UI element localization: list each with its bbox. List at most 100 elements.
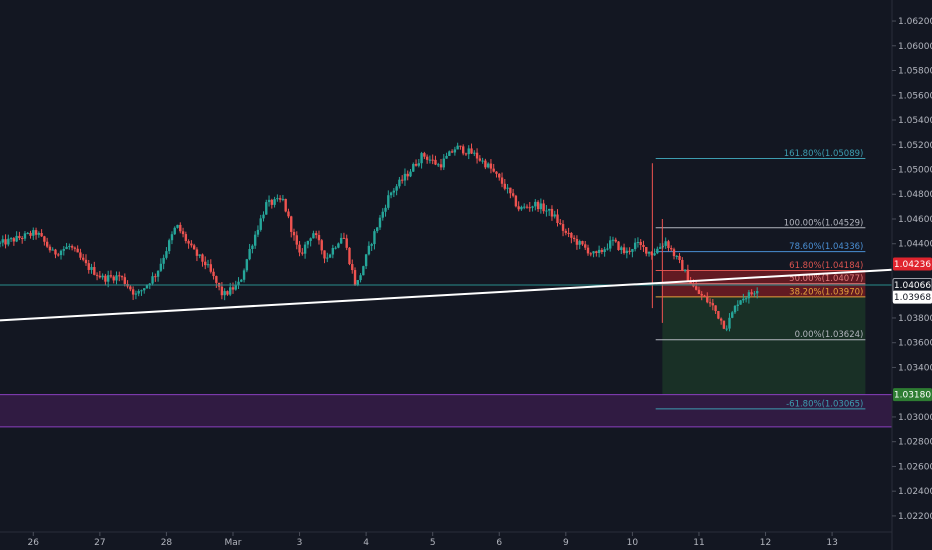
time-tick-label: 9 (563, 538, 569, 548)
candle-body (345, 238, 348, 248)
candle-body (450, 151, 454, 153)
candle-body (625, 250, 629, 254)
candle-body (428, 159, 432, 161)
time-axis[interactable]: 26 27 28 Mar 3 4 5 6 9 10 11 12 13 (28, 532, 838, 548)
candle-body (753, 293, 756, 295)
candle-body (686, 269, 690, 281)
price-tick-label: 1.06000 (898, 42, 932, 52)
candle-body (317, 235, 321, 241)
candle-body (509, 187, 512, 194)
candle-body (714, 305, 717, 312)
candle-body (520, 206, 523, 210)
trendline[interactable] (0, 268, 893, 322)
candle-body (617, 241, 620, 251)
candle-body (18, 235, 21, 239)
candle-body (123, 277, 127, 284)
candle-body (32, 230, 35, 236)
price-axis[interactable]: 1.06200 1.06000 1.05800 1.05600 1.05400 1.052… (892, 17, 932, 522)
candle-body (756, 291, 759, 294)
candle-body (68, 246, 71, 248)
candle-body (645, 246, 648, 254)
candle-body (51, 249, 54, 251)
candle-body (229, 287, 232, 295)
candle-body (381, 211, 384, 218)
candle-body (511, 193, 515, 196)
candle-body (412, 164, 415, 172)
time-tick-label: 28 (161, 538, 173, 548)
candle-body (79, 252, 82, 258)
candle-body (581, 241, 584, 245)
candle-body (678, 255, 681, 260)
candle-body (584, 244, 587, 248)
fib-level-label: 50.00%(1.04077) (789, 274, 863, 284)
candle-body (514, 195, 518, 207)
candle-body (656, 248, 659, 254)
candle-body (367, 245, 371, 255)
candle-body (561, 224, 565, 231)
candle-body (622, 247, 626, 254)
candle-body (425, 156, 429, 160)
candle-body (20, 238, 24, 240)
candle-body (506, 187, 509, 189)
candle-body (697, 289, 701, 294)
candle-body (547, 208, 551, 211)
candle-body (262, 214, 265, 219)
candle-body (356, 280, 359, 285)
candle-body (45, 241, 49, 247)
time-tick-label: 27 (94, 538, 105, 548)
candle-body (195, 249, 199, 256)
price-tick-label: 1.03400 (898, 363, 932, 373)
candle-body (359, 275, 362, 281)
candle-body (586, 247, 590, 254)
candle-body (667, 241, 670, 249)
price-tick-label: 1.05200 (898, 141, 932, 151)
candle-body (137, 290, 140, 294)
candle-body (73, 247, 77, 249)
price-tick-label: 1.03800 (898, 314, 932, 324)
candle-body (184, 234, 188, 242)
candle-body (647, 251, 651, 254)
candle-body (500, 177, 504, 184)
candle-body (639, 241, 642, 245)
price-tick-label: 1.05800 (898, 67, 932, 77)
candle-body (220, 286, 224, 296)
fibonacci-levels[interactable]: 161.80%(1.05089) 100.00%(1.04529) 78.60%(1… (655, 149, 866, 410)
fib-level-label: 38.20%(1.03970) (789, 287, 863, 297)
candle-body (267, 199, 271, 203)
candle-body (265, 202, 268, 215)
candle-body (683, 269, 687, 271)
lines-layer[interactable] (0, 268, 893, 322)
candle-body (295, 235, 298, 245)
time-tick-label: 26 (28, 538, 40, 548)
candle-body (334, 247, 337, 249)
candle-body (312, 233, 315, 239)
price-tick-label: 1.02200 (898, 512, 932, 522)
candle-body (636, 241, 640, 243)
candle-body (201, 254, 204, 262)
time-tick-label: 10 (627, 538, 639, 548)
candle-body (284, 198, 287, 212)
price-axis-panel[interactable] (892, 0, 932, 550)
candle-body (550, 208, 554, 217)
candle-body (614, 239, 617, 242)
candle-body (248, 248, 251, 260)
candle-body (82, 257, 85, 260)
candle-body (206, 264, 210, 266)
candle-body (309, 238, 312, 241)
candle-body (273, 199, 276, 205)
candle-body (389, 192, 393, 196)
price-tick-label: 1.02400 (898, 487, 932, 497)
candle-body (492, 168, 495, 172)
candle-body (259, 218, 262, 230)
candle-body (93, 267, 96, 275)
time-tick-label: 3 (297, 538, 303, 548)
candle-body (290, 216, 293, 232)
candle-body (287, 211, 290, 217)
candle-body (467, 148, 470, 155)
candle-body (489, 163, 493, 169)
candle-body (331, 248, 335, 255)
candle-body (420, 153, 423, 164)
candle-body (722, 320, 726, 329)
price-tick-label: 1.05000 (898, 165, 932, 175)
